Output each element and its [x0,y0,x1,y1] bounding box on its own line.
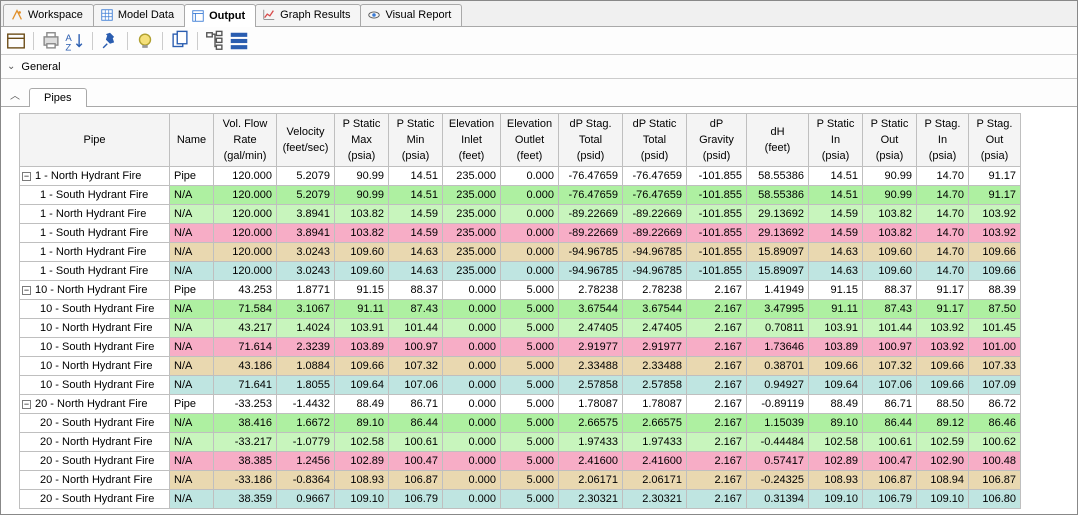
col-header[interactable]: Pipe [20,114,170,167]
table-row[interactable]: 1 - North Hydrant FireN/A120.0003.024310… [20,243,1021,262]
table-row[interactable]: 1 - South Hydrant FireN/A120.0003.024310… [20,262,1021,281]
table-row[interactable]: −10 - North Hydrant FirePipe43.2531.8771… [20,281,1021,300]
col-header[interactable]: dP StaticTotal(psid) [623,114,687,167]
rows-icon[interactable] [228,31,250,51]
table-row[interactable]: 1 - South Hydrant FireN/A120.0005.207990… [20,186,1021,205]
table-row[interactable]: 1 - South Hydrant FireN/A120.0003.894110… [20,224,1021,243]
tab-model-data[interactable]: Model Data [93,4,185,26]
table-row[interactable]: 10 - South Hydrant FireN/A71.5843.106791… [20,300,1021,319]
sort-icon[interactable]: AZ [64,31,86,51]
expand-icon[interactable]: − [22,286,31,295]
col-header[interactable]: Name [170,114,214,167]
col-header[interactable]: dH(feet) [747,114,809,167]
col-header[interactable]: P StaticMax(psia) [335,114,389,167]
expand-icon[interactable]: − [22,400,31,409]
col-header[interactable]: dP Stag.Total(psid) [559,114,623,167]
tab-workspace[interactable]: Workspace [3,4,94,26]
col-header[interactable]: dPGravity(psid) [687,114,747,167]
svg-text:Z: Z [65,42,71,51]
pipes-table: PipeNameVol. FlowRate(gal/min)Velocity(f… [19,113,1021,509]
tab-graph-results[interactable]: Graph Results [255,4,361,26]
top-tabs: WorkspaceModel DataOutputGraph ResultsVi… [1,1,1077,27]
pipes-grid-viewport[interactable]: PipeNameVol. FlowRate(gal/min)Velocity(f… [1,107,1077,514]
col-header[interactable]: P StaticOut(psia) [863,114,917,167]
output-toolbar: AZ [1,27,1077,55]
table-row[interactable]: 10 - North Hydrant FireN/A43.1861.088410… [20,357,1021,376]
col-header[interactable]: P Stag.In(psia) [917,114,969,167]
table-row[interactable]: −20 - North Hydrant FirePipe-33.253-1.44… [20,395,1021,414]
collapse-up-icon[interactable]: ︿ [7,87,23,102]
pin-icon[interactable] [99,31,121,51]
print-icon[interactable] [40,31,62,51]
pipes-section-header: ︿ Pipes [1,79,1077,107]
table-row[interactable]: 20 - South Hydrant FireN/A38.3851.245610… [20,452,1021,471]
general-label: General [21,61,60,73]
table-row[interactable]: 10 - North Hydrant FireN/A43.2171.402410… [20,319,1021,338]
tree-icon[interactable] [204,31,226,51]
bulb-icon[interactable] [134,31,156,51]
expand-down-icon: ⌄ [7,61,15,72]
table-row[interactable]: 20 - South Hydrant FireN/A38.3590.966710… [20,490,1021,509]
col-header[interactable]: ElevationOutlet(feet) [501,114,559,167]
table-row[interactable]: 1 - North Hydrant FireN/A120.0003.894110… [20,205,1021,224]
table-row[interactable]: 10 - South Hydrant FireN/A71.6411.805510… [20,376,1021,395]
load-icon[interactable] [5,31,27,51]
general-section-header[interactable]: ⌄ General [1,55,1077,79]
tab-output[interactable]: Output [184,4,256,27]
table-row[interactable]: 20 - North Hydrant FireN/A-33.186-0.8364… [20,471,1021,490]
expand-icon[interactable]: − [22,172,31,181]
pipes-tab[interactable]: Pipes [29,88,87,107]
col-header[interactable]: P Stag.Out(psia) [969,114,1021,167]
col-header[interactable]: P StaticIn(psia) [809,114,863,167]
col-header[interactable]: Vol. FlowRate(gal/min) [214,114,277,167]
table-row[interactable]: −1 - North Hydrant FirePipe120.0005.2079… [20,167,1021,186]
col-header[interactable]: P StaticMin(psia) [389,114,443,167]
copy-icon[interactable] [169,31,191,51]
col-header[interactable]: ElevationInlet(feet) [443,114,501,167]
table-row[interactable]: 20 - North Hydrant FireN/A-33.217-1.0779… [20,433,1021,452]
table-row[interactable]: 20 - South Hydrant FireN/A38.4161.667289… [20,414,1021,433]
tab-visual-report[interactable]: Visual Report [360,4,462,26]
col-header[interactable]: Velocity(feet/sec) [277,114,335,167]
table-row[interactable]: 10 - South Hydrant FireN/A71.6142.323910… [20,338,1021,357]
